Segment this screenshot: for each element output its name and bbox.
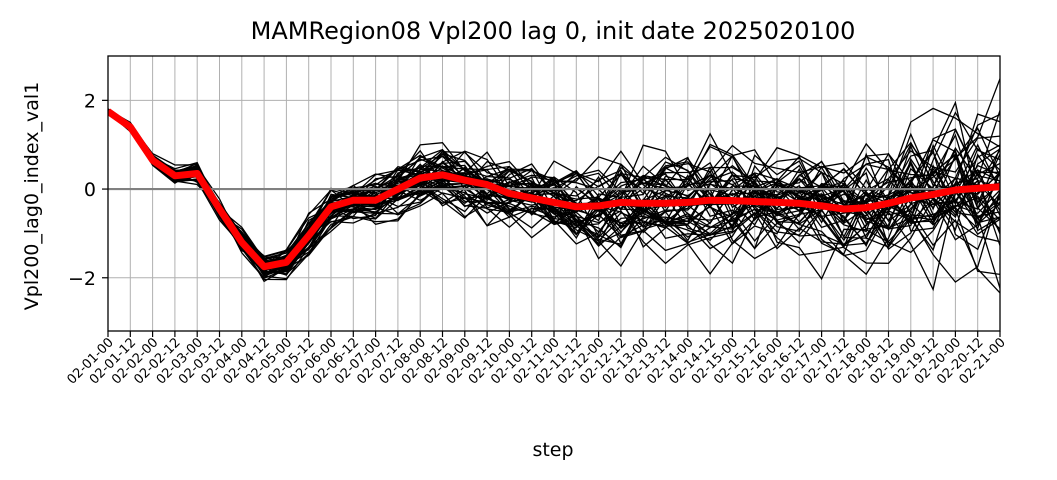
ensemble-mean-line [108,108,1000,271]
x-axis-ticks: 02-01-0002-01-1202-02-0002-02-1202-03-00… [64,331,1009,388]
x-axis-label: step [532,439,573,461]
y-axis-label: Vpl200_lag0_index_val1 [21,82,43,310]
member-line [108,110,1000,292]
member-line [108,111,1000,264]
y-tick-label: 0 [84,179,96,201]
y-axis-ticks: −2 0 2 [68,90,108,290]
y-tick-label: 2 [84,90,96,112]
y-tick-label: −2 [68,268,96,290]
member-line [108,111,1000,280]
chart-title: MAMRegion08 Vpl200 lag 0, init date 2025… [251,17,856,45]
